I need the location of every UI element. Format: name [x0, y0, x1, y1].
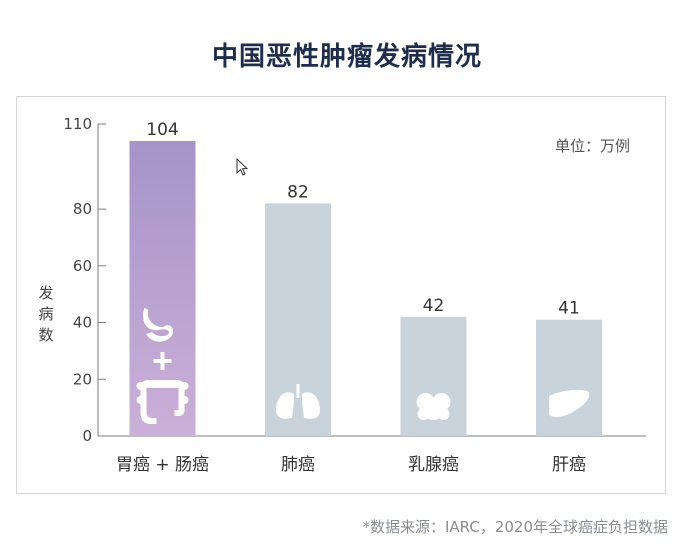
- y-tick-label: 0: [82, 427, 92, 445]
- y-tick-label: 20: [73, 370, 92, 388]
- bar-value-label: 42: [423, 296, 445, 316]
- chart-frame: [16, 96, 666, 494]
- y-tick-label: 40: [73, 314, 92, 332]
- stomach-intestine-icon: [136, 308, 189, 424]
- lungs-icon: [276, 384, 320, 419]
- y-tick-label: 80: [73, 200, 92, 218]
- y-axis-label: 发病数: [38, 284, 53, 344]
- bar-value-label: 41: [558, 299, 580, 319]
- unit-label: 单位：万例: [555, 137, 630, 155]
- category-label: 肝癌: [552, 455, 586, 475]
- liver-icon: [549, 389, 590, 417]
- y-tick-label: 110: [63, 115, 92, 133]
- bar: [265, 203, 331, 436]
- bar-value-label: 104: [146, 120, 178, 140]
- bar: [536, 319, 602, 436]
- page-title: 中国恶性肿瘤发病情况: [211, 42, 482, 72]
- source-note: *数据来源：IARC，2020年全球癌症负担数据: [362, 518, 668, 536]
- y-tick-label: 60: [73, 257, 92, 275]
- bar-value-label: 82: [287, 182, 309, 202]
- breast-icon: [416, 393, 451, 420]
- mouse-cursor-icon: [236, 158, 249, 176]
- category-label: 胃癌 + 肠癌: [116, 455, 209, 475]
- bar: [129, 141, 196, 436]
- category-label: 肺癌: [281, 455, 315, 475]
- category-label: 乳腺癌: [408, 455, 459, 475]
